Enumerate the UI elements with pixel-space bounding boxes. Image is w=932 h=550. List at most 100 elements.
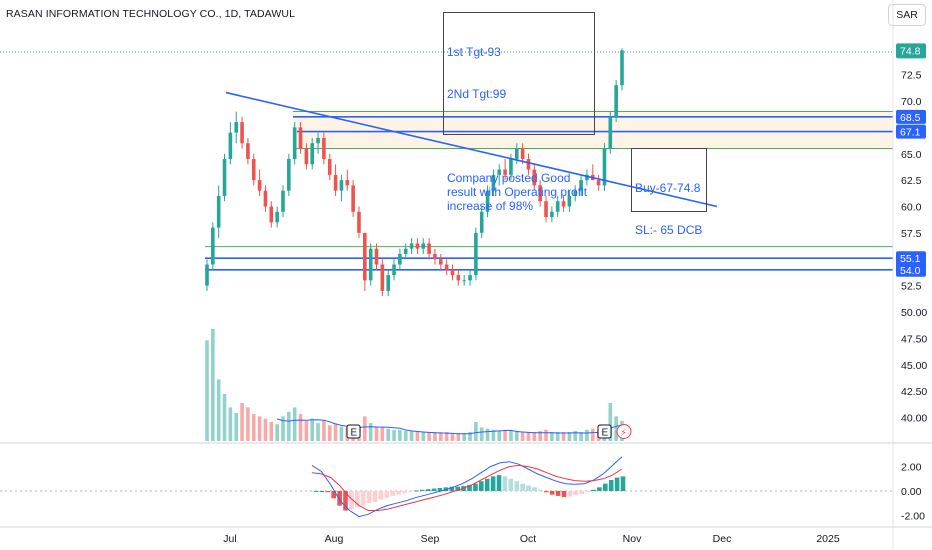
candle-body <box>602 148 607 186</box>
macd-histogram-bar <box>579 491 584 495</box>
macd-histogram-bar <box>597 487 602 491</box>
candle-body <box>526 159 531 170</box>
candle-body <box>363 232 367 281</box>
macd-histogram-bar <box>425 489 431 491</box>
price-tick: 50.00 <box>901 307 927 319</box>
volume-bar <box>392 429 396 441</box>
event-marker <box>616 424 632 439</box>
drawn-lines <box>225 91 718 208</box>
macd-histogram-bar <box>366 491 372 504</box>
level-badge <box>896 251 926 266</box>
candle-body <box>456 275 461 281</box>
target-2: 2Nd Tgt:99 <box>447 87 507 101</box>
volume-bar <box>240 402 244 441</box>
volume-bar <box>427 432 431 441</box>
macd-histogram-bar <box>343 491 348 511</box>
candle-body <box>433 253 437 260</box>
volume-bar <box>316 423 320 441</box>
volume-bar <box>614 416 618 441</box>
candles <box>205 48 624 297</box>
macd-pane <box>0 456 893 518</box>
volume-bar <box>608 402 613 441</box>
price-axis: 72.5 70.0 65.0 62.5 60.0 57.5 52.5 50.00 47.50 45… <box>896 43 927 522</box>
volume-bar <box>368 423 373 441</box>
volume-bar <box>526 432 531 441</box>
time-tick: Jul <box>223 533 236 545</box>
macd-histogram-bar <box>384 491 390 498</box>
macd-histogram-bar <box>467 484 472 491</box>
volume-bar <box>421 432 426 441</box>
candle-body <box>228 132 233 160</box>
volume-bar <box>555 432 560 441</box>
volume-bar <box>462 433 466 441</box>
volume-bar <box>310 418 315 441</box>
macd-histogram-bar <box>602 483 608 491</box>
macd-histogram-bar <box>319 491 325 492</box>
macd-histogram-bar <box>449 486 455 491</box>
earnings-marker <box>346 424 361 439</box>
spacer <box>447 129 591 143</box>
resistance-zone <box>293 111 893 149</box>
candle-body <box>409 243 414 249</box>
earnings-marker-label: E <box>351 428 358 439</box>
candle-body <box>491 174 496 191</box>
candle-body <box>263 190 268 207</box>
macd-histogram-bar <box>502 476 508 491</box>
candle-body <box>351 185 355 212</box>
price-tick: 40.00 <box>901 413 927 425</box>
macd-histogram-bar <box>496 475 502 491</box>
price-tick: 65.0 <box>901 149 922 161</box>
trade-annotation[interactable]: Buy-67-74.8 SL:- 65 DCB <box>631 148 707 237</box>
macd-histogram-bar <box>414 490 419 492</box>
candle-body <box>333 174 338 191</box>
volume-bar <box>222 393 227 441</box>
candle-body <box>374 248 379 265</box>
price-tick: 52.5 <box>901 281 922 293</box>
candle-body <box>579 180 583 191</box>
macd-histogram-bar <box>620 476 626 491</box>
volume-bar <box>322 419 326 441</box>
volume-bar <box>468 432 472 441</box>
candle-body <box>561 201 566 207</box>
volume-bar <box>439 432 443 441</box>
volume-bar <box>339 426 344 441</box>
volume-bar <box>246 407 250 441</box>
level-label: 55.1 <box>900 253 921 265</box>
time-tick: Nov <box>623 533 642 545</box>
time-tick: Dec <box>713 533 732 545</box>
macd-histogram-bar <box>543 491 549 493</box>
volume-bar <box>216 379 221 441</box>
last-price-badge <box>896 43 926 59</box>
currency-button[interactable]: SAR <box>888 4 926 26</box>
candle-body <box>614 85 618 117</box>
volume-ma-line <box>276 418 623 435</box>
macd-histogram-bar <box>437 487 443 491</box>
candle-body <box>421 243 426 249</box>
targets-annotation[interactable]: 1st Tgt-93 2Nd Tgt:99 Company posted Goo… <box>443 12 595 213</box>
macd-line <box>311 456 623 518</box>
volume-bar <box>333 424 338 441</box>
volume-bar <box>251 414 256 441</box>
candle-body <box>281 190 285 212</box>
candle-body <box>520 148 525 160</box>
macd-histogram-bar <box>514 481 520 491</box>
price-tick: 45.00 <box>901 360 927 372</box>
candle-body <box>345 180 350 186</box>
macd-histogram-bar <box>337 491 342 506</box>
volume-bar <box>211 329 215 441</box>
candle-body <box>415 243 420 249</box>
macd-histogram-bar <box>532 487 537 491</box>
time-tick: Oct <box>520 533 536 545</box>
volume-bar <box>590 428 595 441</box>
volume-bar <box>409 430 414 441</box>
price-tick: 72.5 <box>901 70 922 82</box>
candle-body <box>339 180 344 191</box>
macd-histogram-bar <box>378 491 384 500</box>
volume-bar <box>573 430 578 441</box>
last-price-label: 74.8 <box>900 45 921 57</box>
macd-histogram-bar <box>520 483 525 491</box>
volume-bar <box>444 432 449 441</box>
macd-histogram-bar <box>614 477 620 491</box>
target-1: 1st Tgt-93 <box>447 45 501 59</box>
